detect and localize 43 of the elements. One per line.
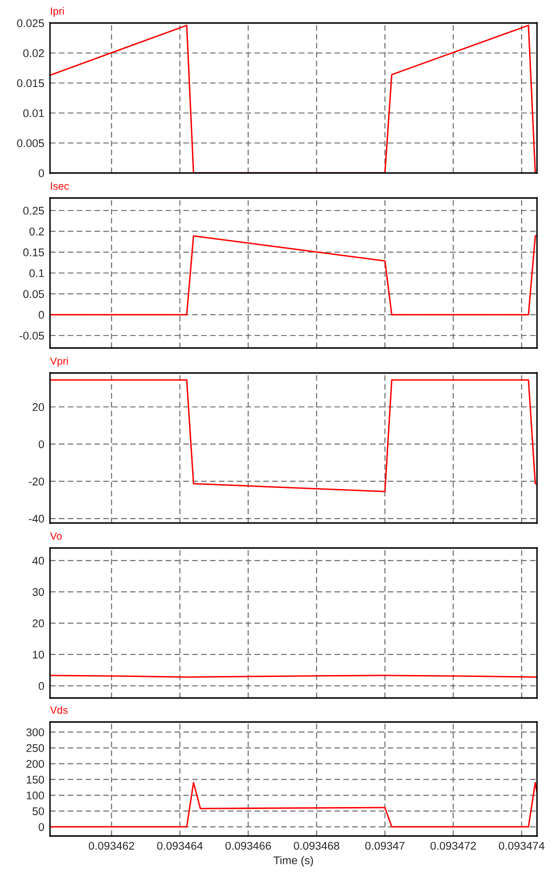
y-tick-label: 0.025 xyxy=(17,19,44,28)
x-axis-title: Time (s) xyxy=(274,856,313,866)
y-tick-label: 0.25 xyxy=(23,206,44,215)
x-tick-label: 0.093474 xyxy=(498,842,544,850)
y-tick-label: 0.05 xyxy=(23,290,44,298)
y-tick-label: -40 xyxy=(28,514,44,523)
y-tick-label: 0.005 xyxy=(17,139,44,148)
y-tick-label: 50 xyxy=(32,807,44,816)
x-tick-label: 0.093466 xyxy=(225,842,271,850)
y-tick-label: 0.01 xyxy=(23,109,44,118)
y-tick-label: 0.02 xyxy=(23,49,44,58)
y-tick-label: 0 xyxy=(38,682,44,690)
y-tick-label: 100 xyxy=(26,792,44,800)
y-tick-label: 40 xyxy=(32,556,44,565)
x-tick-label: 0.093472 xyxy=(430,842,476,850)
x-tick-label: 0.093464 xyxy=(157,842,203,850)
y-tick-label: 0.1 xyxy=(29,269,44,278)
y-tick-label: 0 xyxy=(38,310,44,319)
chart-title: Vo xyxy=(50,532,62,540)
y-tick-label: 20 xyxy=(32,619,44,628)
x-tick-label: 0.093462 xyxy=(88,842,134,850)
y-tick-label: 200 xyxy=(26,760,44,768)
y-tick-label: 0 xyxy=(38,169,44,178)
y-tick-label: 0 xyxy=(38,440,44,448)
y-tick-label: 250 xyxy=(26,744,44,752)
chart-title: Vds xyxy=(50,706,68,714)
y-tick-label: -20 xyxy=(28,478,44,486)
y-tick-label: 0.015 xyxy=(17,79,44,88)
chart-title: Vpri xyxy=(50,357,68,367)
y-tick-label: 10 xyxy=(32,650,44,659)
line-series xyxy=(50,782,537,828)
y-tick-label: 150 xyxy=(26,776,44,784)
x-tick-label: 0.093468 xyxy=(294,842,340,850)
x-tick-label: 0.09347 xyxy=(365,842,404,850)
y-tick-label: -0.05 xyxy=(20,332,44,340)
y-tick-label: 300 xyxy=(26,728,44,736)
chart-title: Ipri xyxy=(50,7,64,17)
y-tick-label: 0 xyxy=(38,823,44,831)
y-tick-label: 0.15 xyxy=(23,248,44,256)
y-tick-label: 20 xyxy=(32,403,44,412)
y-tick-label: 0.2 xyxy=(29,228,44,236)
y-tick-label: 30 xyxy=(32,588,44,596)
chart-title: Isec xyxy=(50,182,69,190)
